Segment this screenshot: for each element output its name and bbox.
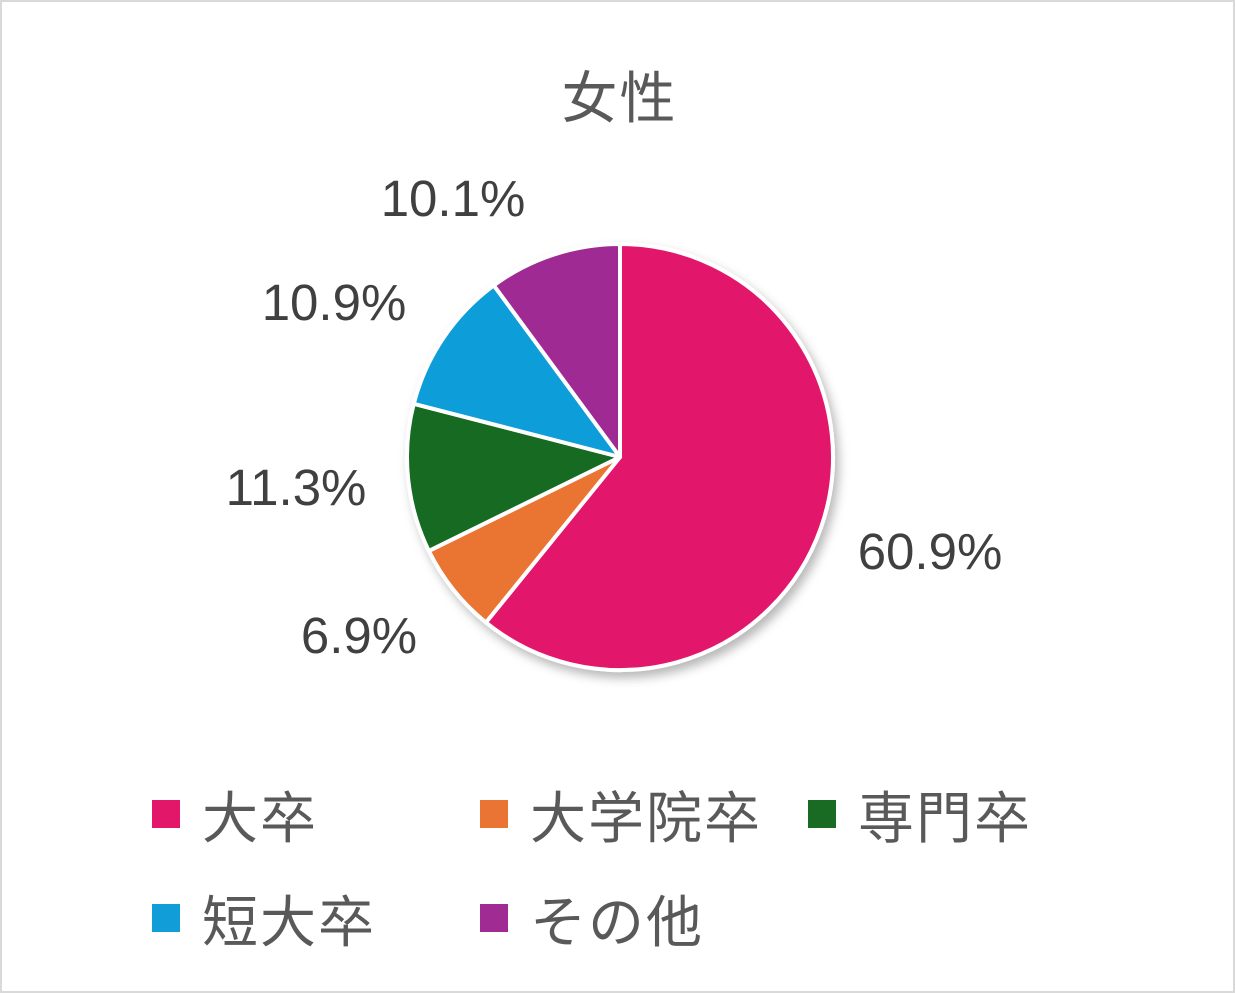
data-label-senmonsotsu: 11.3% <box>226 459 367 516</box>
pie-slice-daisotsu <box>483 242 835 672</box>
data-label-daisotsu: 60.9% <box>858 523 1003 580</box>
data-label-daigakuinsotsu: 6.9% <box>301 607 417 664</box>
pie-slice-senmonsotsu <box>405 401 622 553</box>
data-label-tandaisotsu: 10.9% <box>262 274 407 331</box>
pie-slice-sonota <box>491 242 622 459</box>
data-label-sonota: 10.1% <box>381 170 526 227</box>
chart-title: 女性 <box>561 67 678 132</box>
pie-slice-tandaisotsu <box>411 283 622 459</box>
